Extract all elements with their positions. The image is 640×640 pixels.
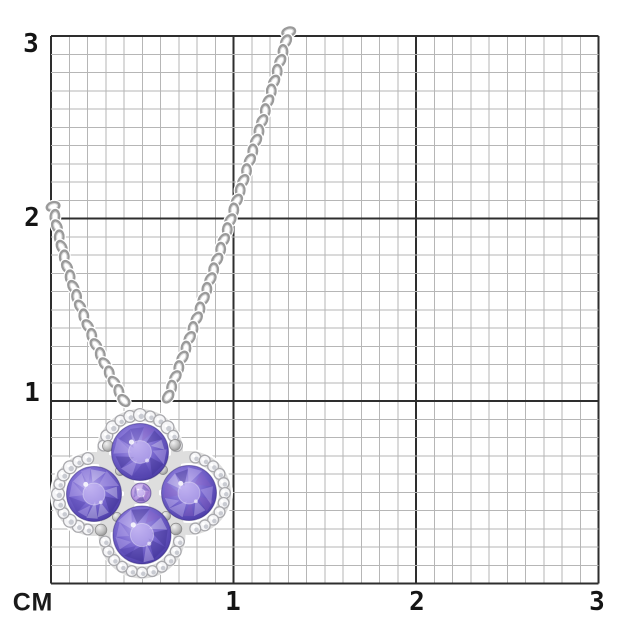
y-axis-tick-3: 3: [23, 29, 39, 59]
cable-chain: [44, 25, 298, 409]
unit-label-cm: СМ: [12, 588, 54, 617]
x-axis-tick-2: 2: [409, 587, 425, 617]
clover-pendant: [50, 407, 233, 579]
y-axis-tick-2: 2: [24, 203, 40, 233]
x-axis-tick-3: 3: [589, 587, 605, 617]
y-axis-tick-1: 1: [24, 378, 40, 408]
necklace-pendant: [44, 25, 298, 579]
x-axis-tick-1: 1: [225, 587, 241, 617]
